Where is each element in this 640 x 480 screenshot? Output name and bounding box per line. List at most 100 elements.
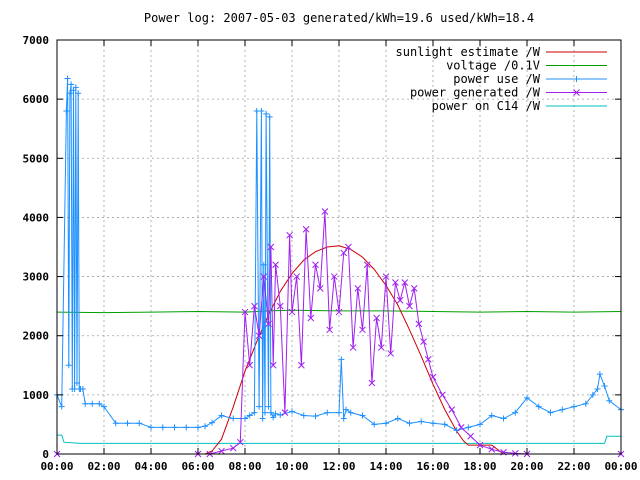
series-2-point-19 (101, 403, 107, 410)
y-tick-label-2: 2000 (23, 330, 50, 343)
series-2-point-36 (256, 403, 263, 410)
series-2-point-37 (258, 107, 265, 114)
series-3-point-20 (298, 361, 305, 369)
series-3-point-35 (368, 379, 376, 387)
series-2-point-78 (594, 385, 601, 392)
x-tick-label-12: 00:00 (604, 460, 637, 473)
series-line-1 (56, 309, 622, 314)
series-2-point-48 (289, 408, 295, 415)
series-3-point-8 (251, 302, 258, 310)
series-2-point-77 (589, 391, 596, 398)
series-3-point-9 (255, 332, 263, 340)
series-2-point-39 (260, 261, 267, 268)
series-2 (54, 75, 624, 434)
series-2-point-71 (524, 394, 530, 401)
series-3-point-52 (467, 432, 474, 440)
series-3-point-47 (424, 356, 432, 363)
series-2-point-20 (112, 420, 119, 427)
series-line-3 (57, 211, 621, 455)
series-2-point-54 (340, 415, 347, 422)
legend-label-3: power generated /W (410, 86, 541, 100)
series-2-point-27 (195, 424, 201, 431)
series-2-point-63 (430, 420, 436, 427)
series-2-point-15 (79, 385, 86, 392)
series-2-point-34 (251, 409, 258, 416)
x-tick-label-2: 04:00 (134, 460, 167, 473)
series-3-point-31 (349, 344, 357, 351)
chart-title: Power log: 2007-05-03 generated/kWh=19.6… (144, 11, 534, 25)
y-tick-label-4: 4000 (23, 211, 50, 224)
series-3-point-3 (218, 447, 225, 455)
series-3-point-19 (293, 273, 301, 280)
series-2-point-70 (512, 409, 519, 416)
series-3-point-5 (236, 438, 244, 446)
series-2-point-4 (65, 362, 72, 369)
series-2-point-17 (89, 400, 96, 407)
series-3-point-39 (387, 350, 395, 357)
x-tick-label-7: 14:00 (369, 460, 402, 473)
series-2-point-67 (477, 421, 483, 428)
series-3-point-45 (415, 320, 423, 328)
series-3-point-7 (246, 361, 254, 369)
series-2-point-74 (559, 406, 566, 413)
series-2-point-42 (265, 403, 272, 410)
x-tick-label-1: 02:00 (87, 460, 120, 473)
series-3-point-28 (335, 308, 343, 316)
y-tick-label-6: 6000 (23, 93, 50, 106)
series-2-point-43 (266, 113, 273, 120)
series-3-point-44 (410, 285, 418, 292)
series-2-point-75 (571, 403, 577, 410)
grid-lines (57, 40, 621, 454)
legend-label-0: sunlight estimate /W (396, 45, 541, 59)
x-tick-label-8: 16:00 (416, 460, 449, 473)
series-2-point-26 (183, 424, 190, 431)
series-2-point-79 (596, 371, 603, 378)
tick-layer: 0 1000 2000 3000 4000 5000 6000 7000 00:00 02:00 0… (23, 34, 638, 473)
series-3-point-4 (229, 444, 237, 452)
series-2-point-33 (246, 412, 253, 419)
series-2-point-5 (66, 90, 73, 97)
series-2-point-81 (606, 397, 613, 404)
x-tick-label-11: 22:00 (557, 460, 590, 473)
y-tick-label-7: 7000 (23, 34, 50, 47)
series-2-point-80 (601, 382, 608, 389)
series-2-point-30 (218, 412, 225, 419)
series-2-point-49 (300, 412, 307, 419)
series-2-point-18 (96, 400, 103, 407)
y-tick-label-3: 3000 (23, 271, 50, 284)
series-2-point-1 (58, 403, 65, 410)
series-2-point-51 (324, 409, 331, 416)
series-4 (57, 434, 621, 444)
series-3-point-34 (363, 261, 371, 269)
series-2-point-52 (336, 409, 342, 416)
series-2-point-10 (72, 84, 79, 91)
x-tick-label-0: 00:00 (40, 460, 73, 473)
series-3-point-33 (359, 326, 366, 334)
series-3-point-12 (267, 243, 275, 251)
series-2-point-56 (347, 409, 354, 416)
series-3-point-48 (429, 373, 437, 381)
series-3-point-23 (312, 261, 319, 269)
series-3-point-56 (511, 450, 519, 457)
x-tick-label-9: 18:00 (463, 460, 496, 473)
series-2-point-57 (359, 412, 366, 419)
series-3-point-6 (241, 308, 249, 316)
series-line-4 (57, 434, 621, 444)
x-tick-label-3: 06:00 (181, 460, 214, 473)
series-2-point-40 (261, 409, 268, 416)
series-3-point-18 (288, 308, 296, 316)
series-3-point-17 (286, 231, 294, 239)
series-2-point-58 (371, 421, 378, 428)
series-2-point-6 (68, 81, 75, 88)
y-tick-label-5: 5000 (23, 152, 50, 165)
series-3-point-43 (406, 302, 413, 310)
series-3-point-10 (260, 273, 268, 280)
x-tick-label-6: 12:00 (322, 460, 355, 473)
series-3-point-37 (377, 344, 385, 351)
series-2-point-64 (441, 421, 448, 428)
series-3-point-53 (476, 441, 484, 449)
series-3-point-42 (401, 279, 409, 286)
series-2-point-16 (82, 400, 89, 407)
series-2-point-38 (259, 415, 266, 422)
